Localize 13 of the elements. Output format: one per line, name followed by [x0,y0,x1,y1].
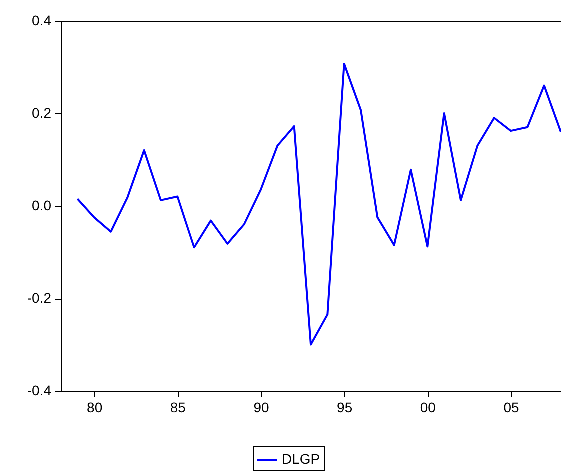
x-tick-label: 95 [337,400,353,416]
y-tick-label: 0.2 [32,105,52,121]
x-tick-label: 85 [170,400,186,416]
x-tick-label: 00 [420,400,436,416]
y-tick-label: -0.4 [27,382,52,398]
line-series [76,63,561,346]
x-tick-label: 90 [254,400,270,416]
y-tick-label: -0.2 [27,290,52,306]
y-tick-label: 0.4 [32,12,52,28]
x-tick-label: 80 [87,400,103,416]
y-tick-label: 0.0 [32,198,52,214]
legend-label: DLGP [282,451,320,467]
x-tick-label: 05 [504,400,520,416]
